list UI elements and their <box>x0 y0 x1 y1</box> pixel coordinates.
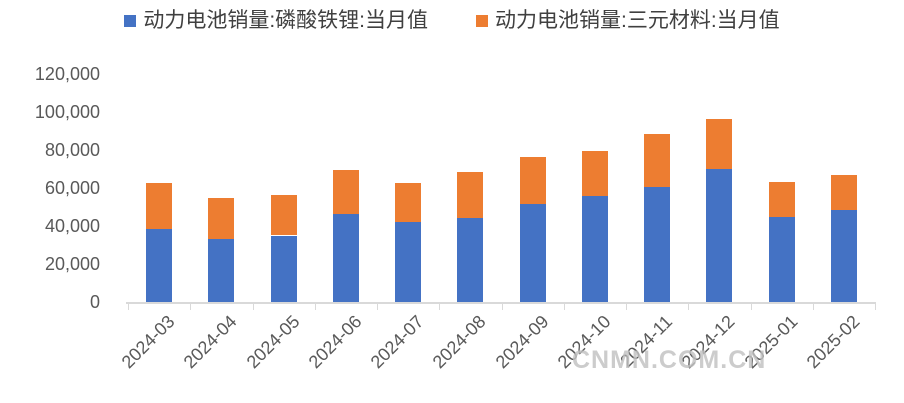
legend-label-lfp: 动力电池销量:磷酸铁锂:当月值 <box>143 9 428 32</box>
bar-segment-lfp-2024-12 <box>706 169 733 302</box>
x-axis-label-2024-03: 2024-03 <box>117 311 179 373</box>
bar-segment-lfp-2024-10 <box>581 195 608 302</box>
y-axis-label-0: 0 <box>89 292 100 312</box>
bar-segment-ternary-2024-04 <box>208 198 235 240</box>
x-axis-tick <box>688 304 690 310</box>
x-axis-tick <box>626 304 627 310</box>
bar-segment-lfp-2024-06 <box>332 213 359 302</box>
legend-item-lfp: 动力电池销量:磷酸铁锂:当月值 <box>124 9 428 32</box>
bar-segment-ternary-2025-02 <box>830 174 857 210</box>
x-axis-label-2024-07: 2024-07 <box>366 311 428 373</box>
legend-label-ternary: 动力电池销量:三元材料:当月值 <box>495 9 780 32</box>
legend-item-ternary: 动力电池销量:三元材料:当月值 <box>476 9 780 32</box>
x-axis-tick <box>501 304 503 310</box>
x-axis-tick <box>128 304 129 310</box>
x-axis-tick <box>812 304 814 310</box>
bar-segment-lfp-2024-09 <box>519 204 546 302</box>
bar-segment-lfp-2024-11 <box>644 187 671 302</box>
x-axis-label-2024-08: 2024-08 <box>428 311 490 373</box>
watermark: CNMN.COM.CN <box>572 346 767 374</box>
bar-segment-lfp-2024-08 <box>457 218 484 302</box>
x-axis-tick <box>190 304 192 310</box>
legend-swatch-ternary-icon <box>476 14 488 27</box>
x-axis-tick <box>377 304 378 310</box>
x-axis-label-2025-02: 2025-02 <box>802 311 864 373</box>
bar-segment-ternary-2025-01 <box>768 182 795 218</box>
y-axis-label-120,000: 120,000 <box>34 64 100 84</box>
y-axis-label-20,000: 20,000 <box>44 254 100 274</box>
y-axis-label-80,000: 80,000 <box>44 140 100 160</box>
y-axis-label-100,000: 100,000 <box>34 102 100 122</box>
bar-segment-lfp-2024-07 <box>395 222 422 302</box>
bar-segment-ternary-2024-07 <box>395 183 422 223</box>
y-axis-label-60,000: 60,000 <box>44 178 100 198</box>
bar-segment-lfp-2024-03 <box>146 228 173 302</box>
bar-segment-ternary-2024-09 <box>519 156 546 205</box>
x-axis-label-2024-04: 2024-04 <box>179 311 241 373</box>
x-axis-label-2024-06: 2024-06 <box>304 311 366 373</box>
bar-segment-ternary-2024-11 <box>644 133 671 188</box>
bar-segment-lfp-2025-02 <box>830 209 857 302</box>
bar-segment-ternary-2024-06 <box>332 169 359 214</box>
bar-segment-lfp-2024-04 <box>208 239 235 302</box>
bar-segment-ternary-2024-10 <box>581 150 608 196</box>
legend: 动力电池销量:磷酸铁锂:当月值 动力电池销量:三元材料:当月值 <box>0 9 904 32</box>
x-axis-tick <box>875 304 876 310</box>
x-axis-tick <box>252 304 254 310</box>
bar-segment-ternary-2024-03 <box>146 183 173 229</box>
x-axis-label-2024-05: 2024-05 <box>242 311 304 373</box>
x-axis-tick <box>439 304 441 310</box>
bar-segment-ternary-2024-08 <box>457 171 484 219</box>
bar-segment-lfp-2024-05 <box>270 235 297 302</box>
bar-segment-lfp-2025-01 <box>768 217 795 302</box>
x-axis-tick <box>563 304 565 310</box>
x-axis-line <box>126 302 876 304</box>
x-axis-label-2024-09: 2024-09 <box>491 311 553 373</box>
bar-segment-ternary-2024-12 <box>706 118 733 169</box>
bar-segment-ternary-2024-05 <box>270 194 297 236</box>
x-axis-tick <box>750 304 752 310</box>
x-axis-tick <box>314 304 316 310</box>
y-axis-label-40,000: 40,000 <box>44 216 100 236</box>
legend-swatch-lfp-icon <box>124 14 137 27</box>
